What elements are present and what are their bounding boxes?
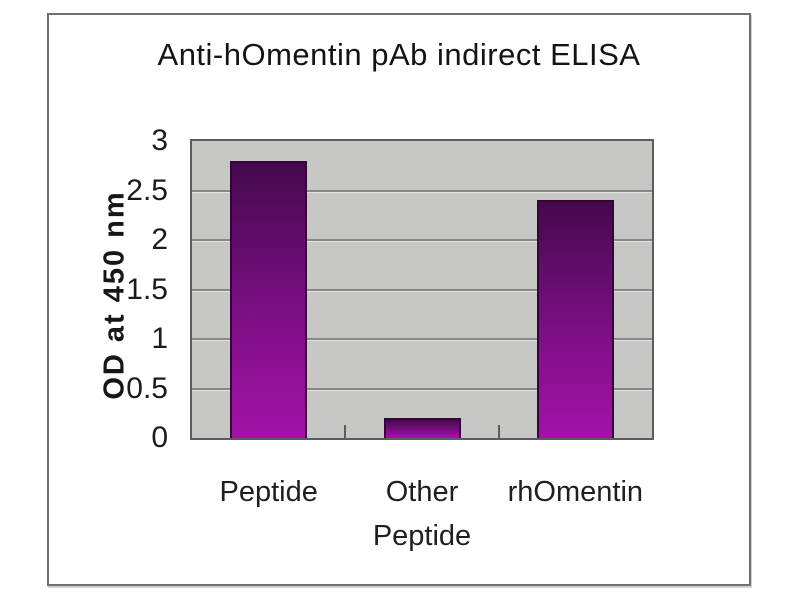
y-tick-label: 1.5	[126, 272, 168, 306]
y-tick-label: 0	[151, 421, 168, 454]
x-axis-labels: Peptide Other Peptide rhOmentin	[49, 470, 749, 570]
category-boundary-tick	[344, 425, 347, 438]
y-tick-label: 3	[151, 124, 168, 157]
y-tick-label: 1	[151, 322, 168, 355]
chart-title: Anti-hOmentin pAb indirect ELISA	[157, 37, 641, 72]
y-tick-label: 0.5	[126, 371, 168, 405]
bar-rhomentin	[536, 200, 614, 438]
chart-frame: Anti-hOmentin pAb indirect ELISA OD at 4…	[47, 13, 751, 586]
gridline	[192, 189, 652, 192]
y-axis-tick-labels: 0 0.5 1 1.5 2 2.5 3	[79, 15, 168, 584]
y-tick-label: 2.5	[126, 173, 168, 207]
x-category-label: Peptide	[219, 476, 318, 508]
x-category-label: Other Peptide	[372, 476, 472, 552]
category-boundary-tick	[497, 425, 500, 438]
gridline	[192, 387, 652, 390]
gridline	[192, 338, 652, 340]
bar-other-peptide	[383, 418, 461, 438]
gridline	[192, 239, 652, 241]
x-category-label: rhOmentin	[507, 476, 644, 508]
bar-peptide	[230, 160, 308, 438]
y-tick-label: 2	[151, 223, 168, 256]
plot-area	[190, 139, 654, 440]
gridline	[192, 288, 652, 291]
